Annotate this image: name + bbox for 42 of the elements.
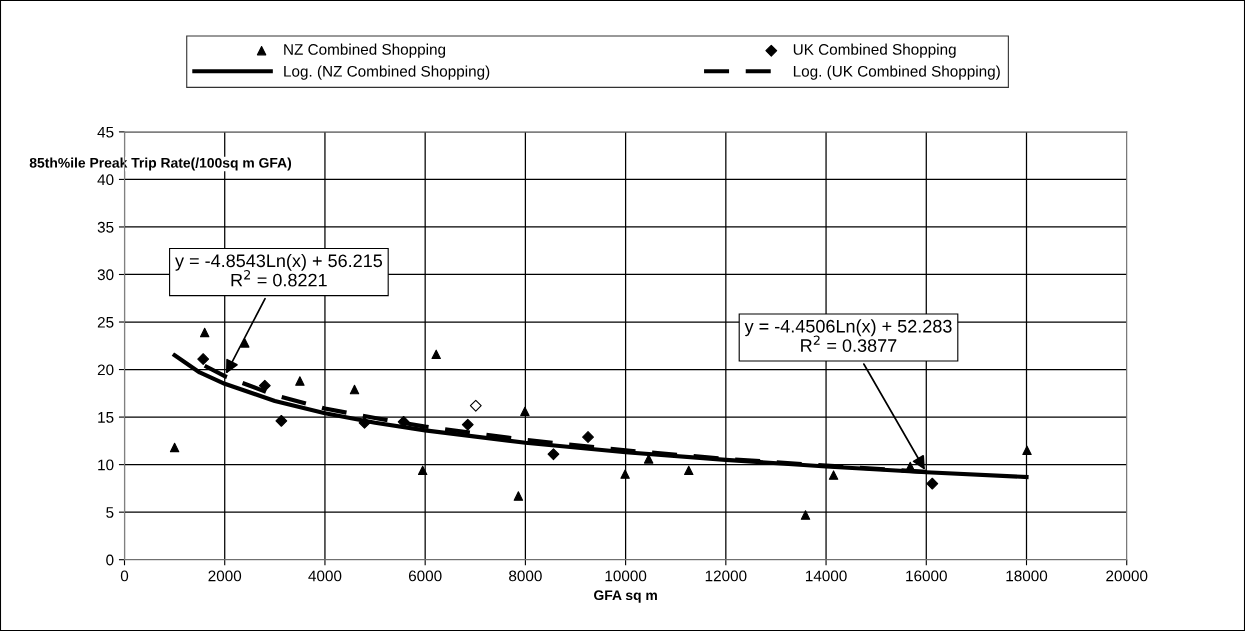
y-tick-label: 30 bbox=[97, 269, 114, 281]
y-tick-label: 20 bbox=[97, 364, 114, 376]
x-tick-label: 14000 bbox=[805, 570, 847, 582]
legend-label: UK Combined Shopping bbox=[793, 43, 956, 58]
point bbox=[513, 491, 524, 501]
y-axis-title: 85th%ile Preak Trip Rate(/100sq m GFA) bbox=[29, 157, 292, 171]
point bbox=[684, 465, 694, 476]
point bbox=[199, 327, 210, 338]
y-tick-label: 15 bbox=[98, 412, 114, 423]
x-tick-label: 4000 bbox=[308, 570, 342, 582]
point bbox=[1022, 445, 1032, 456]
x-tick-label: 16000 bbox=[906, 570, 947, 582]
x-tick-label: 0 bbox=[120, 570, 129, 582]
y-tick-label: 45 bbox=[97, 126, 114, 138]
point bbox=[800, 510, 811, 520]
y-tick-label: 0 bbox=[106, 554, 114, 566]
annotation: y = -4.4506Ln(x) + 52.283 R$^{2}$ = 0.3877 bbox=[744, 319, 952, 352]
x-tick-label: 20000 bbox=[1106, 570, 1148, 582]
x-tick-label: 8000 bbox=[509, 570, 542, 582]
point bbox=[431, 349, 441, 360]
point bbox=[520, 406, 530, 417]
x-tick-label: 6000 bbox=[408, 570, 442, 582]
legend-label: NZ Combined Shopping bbox=[284, 43, 446, 58]
point bbox=[417, 465, 428, 476]
point bbox=[620, 469, 630, 479]
point bbox=[349, 384, 360, 395]
point bbox=[169, 442, 180, 453]
x-tick-label: 12000 bbox=[705, 570, 747, 582]
y-tick-label: 35 bbox=[97, 221, 114, 233]
point bbox=[828, 470, 839, 480]
legend-label: Log. (UK Combined Shopping) bbox=[793, 65, 1000, 80]
x-tick-label: 10000 bbox=[605, 570, 647, 582]
annotation: y = -4.8543Ln(x) + 56.215 R$^{2}$ = 0.8221 bbox=[175, 253, 383, 287]
x-tick-label: 18000 bbox=[1006, 570, 1048, 582]
x-tick-label: 2000 bbox=[208, 570, 242, 582]
y-tick-label: 5 bbox=[106, 507, 114, 518]
legend-label: Log. (NZ Combined Shopping) bbox=[284, 65, 490, 80]
x-axis-title: GFA sq m bbox=[594, 590, 657, 603]
point bbox=[295, 376, 305, 386]
y-tick-label: 10 bbox=[98, 459, 114, 471]
y-tick-label: 25 bbox=[97, 316, 114, 328]
y-tick-label: 40 bbox=[97, 174, 114, 186]
